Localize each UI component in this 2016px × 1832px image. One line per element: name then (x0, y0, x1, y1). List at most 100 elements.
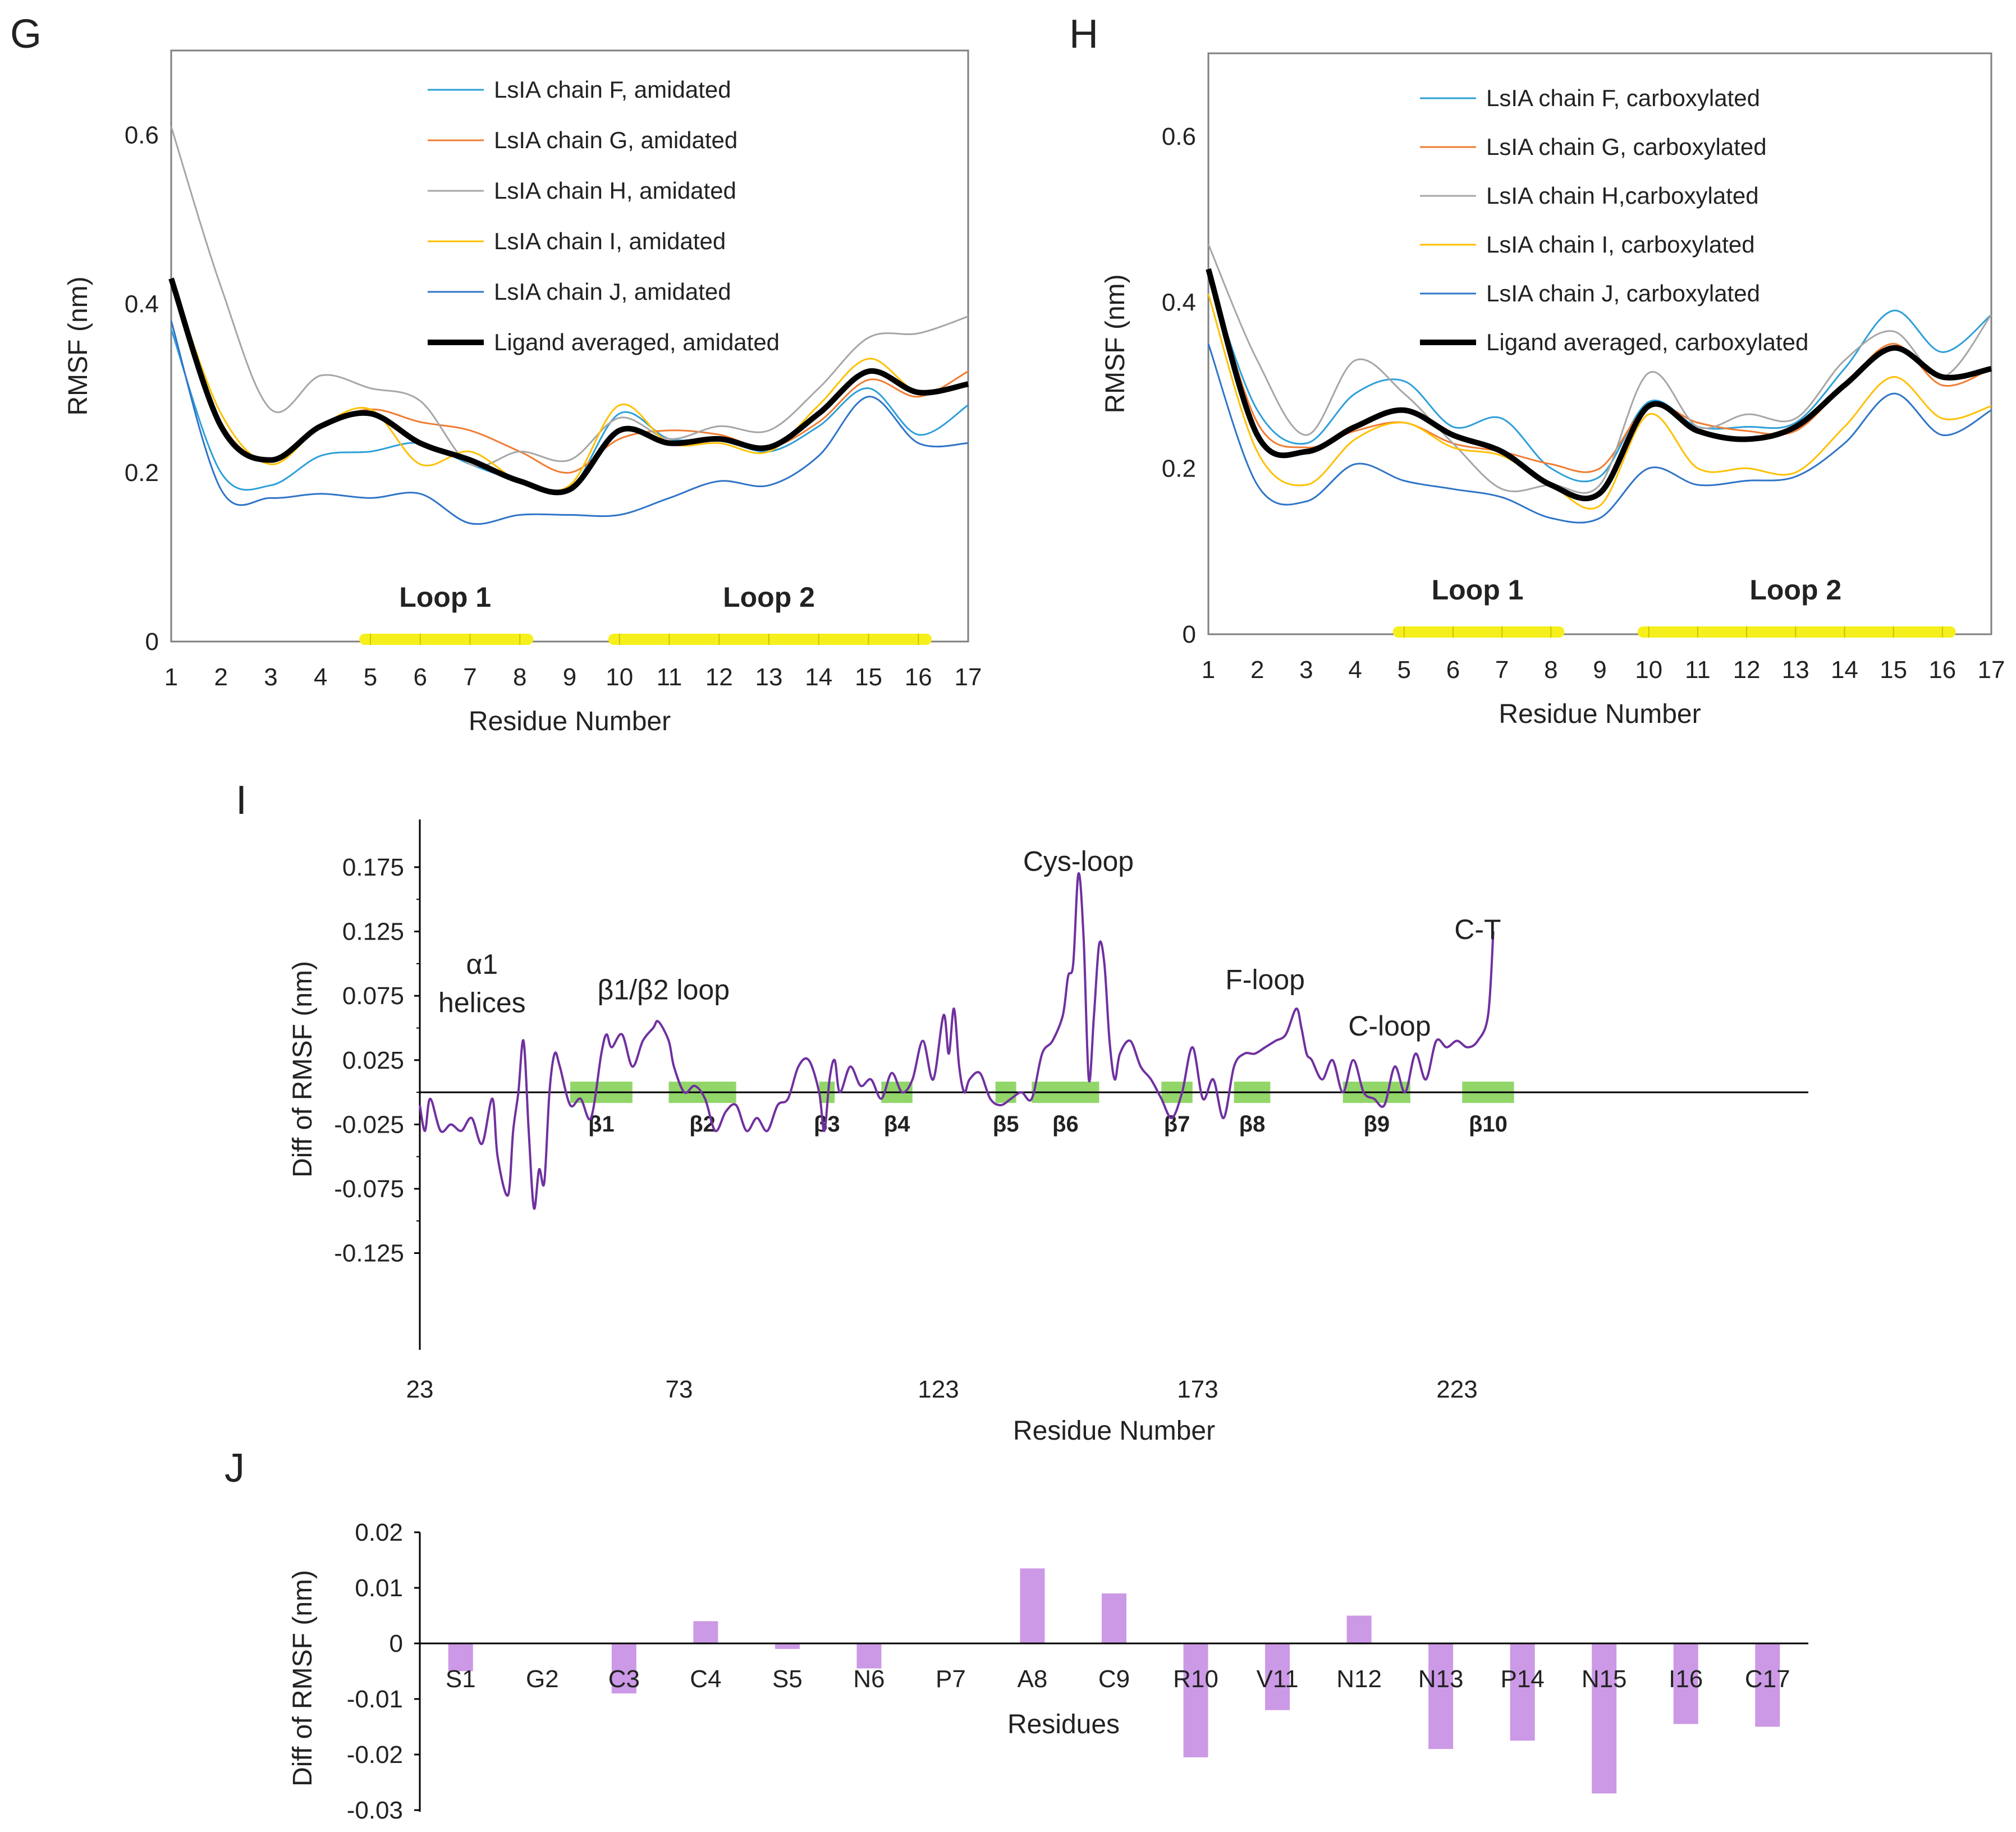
x-tick-label: N13 (1418, 1665, 1464, 1693)
legend-label: Ligand averaged, amidated (494, 329, 780, 355)
x-tick-label: 23 (406, 1376, 434, 1403)
bar (1102, 1593, 1126, 1643)
y-tick-label: 0.125 (342, 918, 404, 946)
series-line (170, 278, 969, 474)
y-tick-label: -0.125 (334, 1240, 404, 1267)
strand-label: β6 (1052, 1112, 1079, 1137)
bar (1020, 1568, 1045, 1643)
x-tick-label: 3 (264, 663, 277, 691)
series-line (1207, 344, 1992, 524)
series-line (170, 320, 969, 525)
annotation: Cys-loop (1023, 846, 1134, 877)
legend-label: LsIA chain I, amidated (494, 228, 726, 254)
series-line (1206, 268, 1992, 502)
loop-label: Loop 2 (1749, 574, 1841, 606)
y-tick-label: 0.4 (1162, 289, 1196, 317)
y-tick-label: 0 (390, 1630, 403, 1657)
x-tick-label: 2 (214, 663, 228, 691)
y-tick-label: 0 (145, 628, 159, 656)
x-tick-label: R10 (1173, 1665, 1218, 1693)
series-line (1207, 277, 1992, 483)
x-tick-label: 11 (657, 663, 682, 691)
x-tick-label: A8 (1018, 1665, 1048, 1693)
legend-label: LsIA chain G, amidated (494, 127, 737, 153)
legend-label: LsIA chain I, carboxylated (1486, 231, 1755, 258)
x-tick-label: 173 (1177, 1376, 1218, 1403)
x-axis-label: Residue Number (1013, 1416, 1215, 1446)
panel-label-g: G (10, 12, 42, 57)
x-tick-label: V11 (1257, 1665, 1299, 1693)
x-tick-label: 7 (1495, 656, 1509, 684)
bar (1673, 1643, 1698, 1724)
x-tick-label: 12 (1733, 656, 1761, 684)
bar (693, 1621, 718, 1643)
y-tick-label: 0 (1183, 621, 1196, 648)
y-tick-label: 0.2 (1162, 455, 1196, 482)
x-tick-label: C3 (608, 1665, 640, 1693)
x-tick-label: 16 (1928, 656, 1956, 684)
x-tick-label: I16 (1669, 1665, 1703, 1693)
x-tick-label: 1 (1202, 656, 1215, 684)
y-tick-label: 0.4 (125, 290, 159, 318)
strand-label: β8 (1239, 1112, 1266, 1137)
annotation: C-loop (1348, 1010, 1431, 1042)
x-tick-label: 14 (805, 663, 832, 691)
x-tick-label: 10 (606, 663, 633, 691)
x-tick-label: 9 (1593, 656, 1606, 684)
y-tick-label: 0.01 (355, 1574, 403, 1602)
bar (448, 1643, 473, 1671)
loop-label: Loop 1 (1432, 574, 1524, 606)
bar (775, 1643, 800, 1649)
strand-label: β10 (1469, 1112, 1508, 1137)
legend-label: LsIA chain J, carboxylated (1486, 280, 1760, 306)
x-tick-label: 13 (1782, 656, 1809, 684)
legend-label: LsIA chain J, amidated (494, 278, 731, 305)
x-tick-label: 6 (1446, 656, 1460, 684)
panel-label-h: H (1069, 12, 1098, 57)
x-tick-label: 2 (1250, 656, 1264, 684)
strand-label: β5 (993, 1112, 1019, 1137)
y-tick-label: -0.01 (347, 1686, 403, 1713)
x-tick-label: 8 (513, 663, 526, 691)
loop-label: Loop 1 (399, 581, 491, 613)
x-tick-label: 13 (755, 663, 783, 691)
y-axis-label: Diff of RMSF (nm) (288, 961, 318, 1178)
x-tick-label: C4 (690, 1665, 721, 1693)
panel-g-chart: 00.20.40.61 2 3 4 5 6 7 8 9 10 11 12 13 14 15 16 17Resid… (63, 49, 982, 736)
y-tick-label: -0.025 (334, 1111, 404, 1138)
y-tick-label: 0.175 (342, 854, 404, 881)
y-tick-label: -0.075 (334, 1175, 404, 1203)
bar (1510, 1643, 1535, 1741)
y-tick-label: 0.6 (125, 121, 159, 149)
annotation: C-T (1454, 914, 1501, 945)
x-tick-label: S5 (772, 1665, 803, 1693)
loop-label: Loop 2 (723, 581, 815, 613)
x-tick-label: C9 (1098, 1665, 1130, 1693)
x-tick-label: S1 (446, 1665, 476, 1693)
bar (1428, 1643, 1454, 1749)
x-tick-label: 1 (164, 663, 178, 691)
y-tick-label: -0.03 (347, 1797, 403, 1824)
x-tick-label: 223 (1436, 1376, 1477, 1403)
plot-area (170, 49, 969, 643)
diff-rmsf-line (419, 872, 1495, 1210)
y-tick-label: 0.2 (125, 459, 159, 487)
x-tick-label: 8 (1544, 656, 1557, 684)
annotation: helices (438, 987, 526, 1019)
legend-label: LsIA chain H, amidated (494, 177, 736, 204)
annotation: α1 (466, 949, 498, 980)
bar (1183, 1643, 1208, 1757)
x-tick-label: 12 (705, 663, 733, 691)
y-tick-label: 0.6 (1162, 123, 1196, 150)
panel-j-chart: 0.02 0.01 0 -0.01 -0.02 -0.03 S1 G2 C3 C4 S5 N6 P7 A8… (288, 1519, 1808, 1824)
legend-label: LsIA chain G, carboxylated (1486, 134, 1767, 160)
bar (1755, 1643, 1780, 1727)
x-tick-label: 5 (1398, 656, 1411, 684)
y-tick-label: 0.02 (355, 1519, 403, 1546)
bar (1346, 1615, 1372, 1643)
series-line (1207, 244, 1992, 494)
x-tick-label: 16 (905, 663, 932, 691)
x-tick-label: 5 (364, 663, 377, 691)
panel-i-chart: 0.175 0.125 0.075 0.025 -0.025 -0.075 -0.125 23… (288, 819, 1808, 1446)
x-tick-label: 3 (1299, 656, 1313, 684)
